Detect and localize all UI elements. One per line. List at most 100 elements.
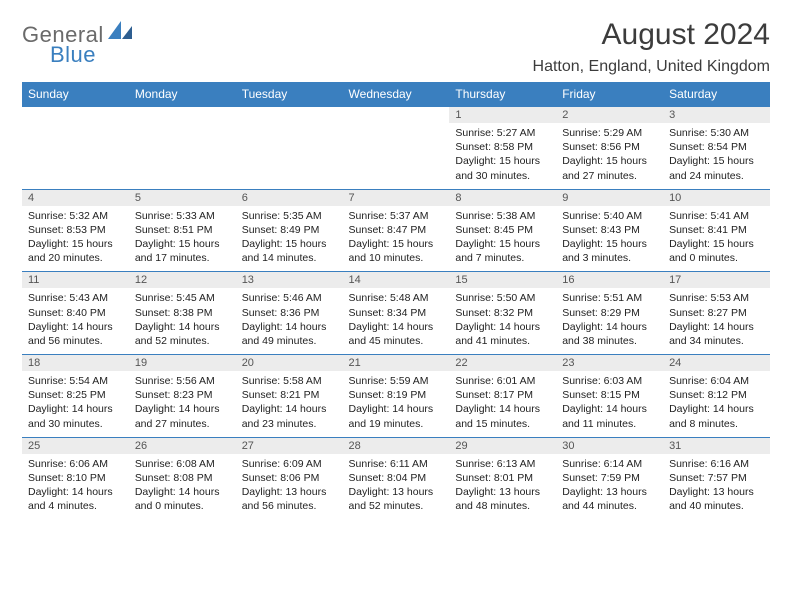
- sunrise-line: Sunrise: 5:27 AM: [455, 126, 550, 140]
- day-number: 28: [343, 437, 450, 454]
- sunrise-line: Sunrise: 5:54 AM: [28, 374, 123, 388]
- sunset-line: Sunset: 8:51 PM: [135, 223, 230, 237]
- day-cell: Sunrise: 5:45 AMSunset: 8:38 PMDaylight:…: [129, 288, 236, 354]
- sunrise-line: Sunrise: 5:30 AM: [669, 126, 764, 140]
- day-number-row: 18192021222324: [22, 355, 770, 372]
- day-number: 6: [236, 189, 343, 206]
- sunrise-line: Sunrise: 5:53 AM: [669, 291, 764, 305]
- daylight-line: Daylight: 13 hours and 40 minutes.: [669, 485, 764, 513]
- day-number: 25: [22, 437, 129, 454]
- day-number: 5: [129, 189, 236, 206]
- day-number: 16: [556, 272, 663, 289]
- daylight-line: Daylight: 14 hours and 19 minutes.: [349, 402, 444, 430]
- day-cell: Sunrise: 5:59 AMSunset: 8:19 PMDaylight:…: [343, 371, 450, 437]
- location-subtitle: Hatton, England, United Kingdom: [533, 58, 770, 76]
- daylight-line: Daylight: 14 hours and 41 minutes.: [455, 320, 550, 348]
- day-cell: Sunrise: 5:54 AMSunset: 8:25 PMDaylight:…: [22, 371, 129, 437]
- day-cell: Sunrise: 6:14 AMSunset: 7:59 PMDaylight:…: [556, 454, 663, 520]
- daylight-line: Daylight: 13 hours and 48 minutes.: [455, 485, 550, 513]
- logo: General Blue: [22, 18, 134, 48]
- daylight-line: Daylight: 14 hours and 4 minutes.: [28, 485, 123, 513]
- title-block: August 2024 Hatton, England, United King…: [533, 18, 770, 76]
- sunrise-line: Sunrise: 6:16 AM: [669, 457, 764, 471]
- day-cell: Sunrise: 6:09 AMSunset: 8:06 PMDaylight:…: [236, 454, 343, 520]
- sunset-line: Sunset: 8:17 PM: [455, 388, 550, 402]
- sunrise-line: Sunrise: 5:35 AM: [242, 209, 337, 223]
- sunrise-line: Sunrise: 5:33 AM: [135, 209, 230, 223]
- day-cell: Sunrise: 5:33 AMSunset: 8:51 PMDaylight:…: [129, 206, 236, 272]
- sunset-line: Sunset: 8:53 PM: [28, 223, 123, 237]
- day-number: 20: [236, 355, 343, 372]
- day-number: 30: [556, 437, 663, 454]
- sunrise-line: Sunrise: 5:46 AM: [242, 291, 337, 305]
- day-cell: Sunrise: 5:35 AMSunset: 8:49 PMDaylight:…: [236, 206, 343, 272]
- weekday-header: Friday: [556, 82, 663, 107]
- sunset-line: Sunset: 8:47 PM: [349, 223, 444, 237]
- day-number: 17: [663, 272, 770, 289]
- sunrise-line: Sunrise: 5:51 AM: [562, 291, 657, 305]
- day-cell: Sunrise: 5:37 AMSunset: 8:47 PMDaylight:…: [343, 206, 450, 272]
- daylight-line: Daylight: 15 hours and 7 minutes.: [455, 237, 550, 265]
- day-number: 12: [129, 272, 236, 289]
- day-cell: Sunrise: 5:58 AMSunset: 8:21 PMDaylight:…: [236, 371, 343, 437]
- sunset-line: Sunset: 8:38 PM: [135, 306, 230, 320]
- day-cell: Sunrise: 5:29 AMSunset: 8:56 PMDaylight:…: [556, 123, 663, 189]
- sunset-line: Sunset: 7:57 PM: [669, 471, 764, 485]
- day-number: 26: [129, 437, 236, 454]
- sunset-line: Sunset: 8:54 PM: [669, 140, 764, 154]
- day-number: 13: [236, 272, 343, 289]
- sunrise-line: Sunrise: 5:29 AM: [562, 126, 657, 140]
- day-cell: Sunrise: 5:30 AMSunset: 8:54 PMDaylight:…: [663, 123, 770, 189]
- weekday-header: Monday: [129, 82, 236, 107]
- day-cell: Sunrise: 5:40 AMSunset: 8:43 PMDaylight:…: [556, 206, 663, 272]
- daylight-line: Daylight: 15 hours and 24 minutes.: [669, 154, 764, 182]
- calendar-table: SundayMondayTuesdayWednesdayThursdayFrid…: [22, 82, 770, 520]
- sunset-line: Sunset: 8:08 PM: [135, 471, 230, 485]
- day-cell: Sunrise: 5:50 AMSunset: 8:32 PMDaylight:…: [449, 288, 556, 354]
- day-cell: Sunrise: 5:56 AMSunset: 8:23 PMDaylight:…: [129, 371, 236, 437]
- sunset-line: Sunset: 8:15 PM: [562, 388, 657, 402]
- weekday-header: Wednesday: [343, 82, 450, 107]
- empty-cell: [22, 123, 129, 189]
- sunset-line: Sunset: 8:34 PM: [349, 306, 444, 320]
- sunrise-line: Sunrise: 5:50 AM: [455, 291, 550, 305]
- sunset-line: Sunset: 8:23 PM: [135, 388, 230, 402]
- daylight-line: Daylight: 13 hours and 44 minutes.: [562, 485, 657, 513]
- day-number: 11: [22, 272, 129, 289]
- daylight-line: Daylight: 14 hours and 56 minutes.: [28, 320, 123, 348]
- daylight-line: Daylight: 14 hours and 52 minutes.: [135, 320, 230, 348]
- day-cell: Sunrise: 6:11 AMSunset: 8:04 PMDaylight:…: [343, 454, 450, 520]
- day-cell: Sunrise: 6:06 AMSunset: 8:10 PMDaylight:…: [22, 454, 129, 520]
- sunrise-line: Sunrise: 5:58 AM: [242, 374, 337, 388]
- sunset-line: Sunset: 8:25 PM: [28, 388, 123, 402]
- sunset-line: Sunset: 8:49 PM: [242, 223, 337, 237]
- empty-cell: [129, 123, 236, 189]
- day-number-row: 45678910: [22, 189, 770, 206]
- day-number: 22: [449, 355, 556, 372]
- logo-text-blue: Blue: [50, 42, 96, 68]
- day-number: 15: [449, 272, 556, 289]
- day-cell: Sunrise: 6:04 AMSunset: 8:12 PMDaylight:…: [663, 371, 770, 437]
- day-number: 21: [343, 355, 450, 372]
- sunrise-line: Sunrise: 5:40 AM: [562, 209, 657, 223]
- day-info-row: Sunrise: 5:27 AMSunset: 8:58 PMDaylight:…: [22, 123, 770, 189]
- day-cell: Sunrise: 5:51 AMSunset: 8:29 PMDaylight:…: [556, 288, 663, 354]
- day-cell: Sunrise: 5:38 AMSunset: 8:45 PMDaylight:…: [449, 206, 556, 272]
- daylight-line: Daylight: 15 hours and 17 minutes.: [135, 237, 230, 265]
- day-cell: Sunrise: 6:13 AMSunset: 8:01 PMDaylight:…: [449, 454, 556, 520]
- empty-cell: [236, 123, 343, 189]
- empty-cell: [343, 107, 450, 124]
- sunset-line: Sunset: 8:36 PM: [242, 306, 337, 320]
- daylight-line: Daylight: 14 hours and 23 minutes.: [242, 402, 337, 430]
- sunset-line: Sunset: 8:19 PM: [349, 388, 444, 402]
- sunset-line: Sunset: 8:04 PM: [349, 471, 444, 485]
- day-info-row: Sunrise: 5:54 AMSunset: 8:25 PM Daylight:…: [22, 371, 770, 437]
- sunrise-line: Sunrise: 5:43 AM: [28, 291, 123, 305]
- day-number: 2: [556, 107, 663, 124]
- sunrise-line: Sunrise: 5:59 AM: [349, 374, 444, 388]
- weekday-header: Sunday: [22, 82, 129, 107]
- daylight-line: Daylight: 15 hours and 0 minutes.: [669, 237, 764, 265]
- daylight-line: Daylight: 15 hours and 30 minutes.: [455, 154, 550, 182]
- sunrise-line: Sunrise: 5:45 AM: [135, 291, 230, 305]
- day-info-row: Sunrise: 6:06 AMSunset: 8:10 PMDaylight:…: [22, 454, 770, 520]
